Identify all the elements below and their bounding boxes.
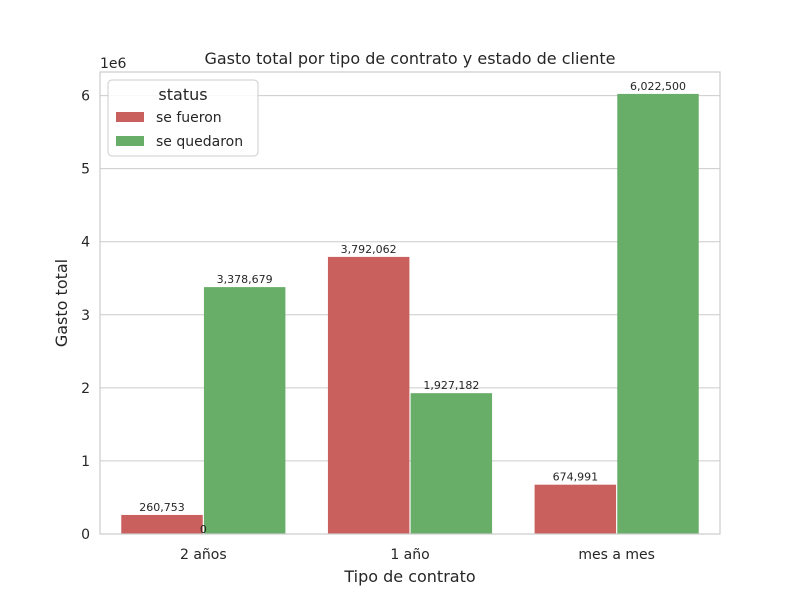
bar-se-fueron-0 bbox=[121, 514, 203, 534]
extra-value-label: 0 bbox=[200, 523, 207, 536]
bars bbox=[121, 93, 699, 535]
y-tick-label: 0 bbox=[81, 527, 90, 543]
legend-box bbox=[107, 79, 259, 157]
bar-value-label: 6,022,500 bbox=[630, 80, 686, 93]
bar-se-quedaron-0 bbox=[203, 287, 286, 534]
y-tick-label: 1 bbox=[81, 454, 90, 470]
x-tick-label: 1 año bbox=[390, 547, 429, 563]
bar-value-label: 3,792,062 bbox=[341, 243, 397, 256]
x-axis-label: Tipo de contrato bbox=[343, 567, 475, 586]
bar-se-fueron-1 bbox=[327, 256, 410, 534]
bar-se-quedaron-2 bbox=[617, 93, 699, 535]
y-tick-label: 4 bbox=[81, 235, 90, 251]
legend-title: status bbox=[158, 85, 207, 104]
bar-value-label: 3,378,679 bbox=[217, 273, 273, 286]
y-tick-label: 5 bbox=[81, 162, 90, 178]
y-offset-label: 1e6 bbox=[100, 56, 127, 72]
bar-se-fueron-2 bbox=[534, 484, 617, 534]
y-tick-labels: 0 1 2 3 4 5 6 bbox=[81, 89, 90, 543]
y-tick-label: 3 bbox=[81, 308, 90, 324]
bar-value-label: 674,991 bbox=[553, 471, 599, 484]
chart-title: Gasto total por tipo de contrato y estad… bbox=[204, 49, 615, 68]
x-tick-labels: 2 años 1 año mes a mes bbox=[180, 547, 655, 563]
bar-value-label: 1,927,182 bbox=[423, 379, 479, 392]
legend: status se fueron se quedaron bbox=[107, 79, 259, 157]
y-tick-label: 6 bbox=[81, 89, 90, 105]
x-tick-label: mes a mes bbox=[578, 547, 655, 563]
bar-labels: 260,753 3,792,062 674,991 3,378,679 1,927,18… bbox=[139, 80, 686, 536]
plot-frame bbox=[99, 71, 721, 535]
legend-swatch-se-quedaron bbox=[116, 136, 144, 146]
legend-label-se-fueron: se fueron bbox=[156, 110, 222, 126]
bar-se-quedaron-1 bbox=[410, 393, 493, 534]
bar-value-label: 260,753 bbox=[139, 501, 185, 514]
y-tick-label: 2 bbox=[81, 381, 90, 397]
legend-label-se-quedaron: se quedaron bbox=[156, 134, 243, 150]
legend-swatch-se-fueron bbox=[116, 112, 144, 122]
y-axis-label: Gasto total bbox=[52, 259, 71, 347]
x-tick-label: 2 años bbox=[180, 547, 227, 563]
